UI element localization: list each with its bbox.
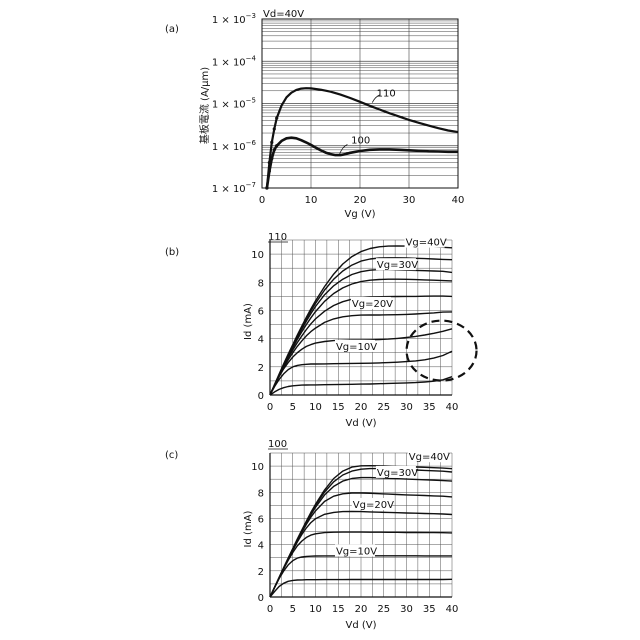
y-tick-label: 2: [258, 363, 264, 374]
chart-b: (b) 110 0 5 10 15 20 25 30 35 40 0 2 4 6 8 10 Vd (V) Id (m…: [165, 232, 477, 429]
y-tick-exponent: −3: [246, 12, 256, 20]
annotation-label: Vg=10V: [336, 546, 377, 557]
chart-a: (a)Vd=40V0102030401 × 10−71 × 10−61 × 10…: [165, 9, 464, 220]
annotation-label: Vg=40V: [409, 452, 450, 463]
x-tick-label: 35: [423, 402, 436, 413]
x-tick-label: 25: [377, 402, 390, 413]
x-tick-label: 0: [259, 195, 265, 206]
chart-c: (c) 100 0 5 10 15 20 25 30 35 40 0 2 4 6 8 10 Vd (V) Id (m…: [165, 439, 458, 631]
y-tick-label: 10: [251, 250, 264, 261]
y-tick-base: 1 × 10: [212, 57, 246, 68]
x-axis-label-b: Vd (V): [345, 418, 376, 429]
annotation-label: Vg=40V: [406, 238, 447, 249]
data-point: [273, 127, 276, 130]
y-tick-label: 6: [258, 306, 264, 317]
y-tick-exponent: −7: [246, 181, 256, 189]
x-tick-label: 35: [423, 604, 436, 615]
x-axis-label-a: Vg (V): [344, 209, 375, 220]
data-point: [273, 148, 276, 151]
x-tick-label: 20: [355, 604, 368, 615]
x-tick-label: 40: [446, 604, 459, 615]
x-tick-label: 30: [400, 604, 413, 615]
y-tick-label: 1 × 10−4: [212, 54, 257, 68]
y-tick-base: 1 × 10: [212, 184, 246, 195]
x-tick-label: 30: [403, 195, 416, 206]
y-tick-label: 4: [258, 541, 264, 552]
annotation-label: Vg=20V: [352, 299, 393, 310]
y-tick-base: 1 × 10: [212, 15, 246, 26]
y-tick-label: 0: [258, 593, 264, 604]
y-tick-label: 8: [258, 488, 264, 499]
series-label-110: 110: [377, 88, 396, 99]
y-axis-label-b: Id (mA): [243, 303, 254, 340]
data-point: [270, 157, 273, 160]
y-tick-label: 8: [258, 278, 264, 289]
y-tick-label: 1 × 10−3: [212, 12, 256, 26]
x-tick-label: 0: [267, 604, 273, 615]
y-tick-base: 1 × 10: [212, 100, 246, 111]
y-tick-base: 1 × 10: [212, 142, 246, 153]
y-tick-label: 1 × 10−5: [212, 97, 256, 111]
data-point: [268, 170, 271, 173]
y-tick-exponent: −5: [246, 97, 256, 105]
y-tick-exponent: −4: [246, 54, 257, 62]
data-point: [270, 141, 273, 144]
x-tick-label: 5: [290, 604, 296, 615]
annotation-label: Vg=20V: [353, 500, 394, 511]
x-tick-label: 30: [400, 402, 413, 413]
y-tick-label: 1 × 10−7: [212, 181, 256, 195]
series-label-100: 100: [351, 136, 370, 147]
highlight-ellipse: [407, 321, 477, 381]
y-axis-label-c: Id (mA): [243, 510, 254, 547]
x-tick-label: 15: [332, 604, 345, 615]
y-tick-exponent: −6: [246, 139, 257, 147]
panel-label-b: (b): [165, 247, 179, 258]
y-tick-label: 10: [251, 462, 264, 473]
x-tick-label: 40: [446, 402, 459, 413]
annotation-label: Vg=30V: [377, 468, 418, 479]
panel-label-c: (c): [165, 450, 178, 461]
x-tick-label: 5: [290, 402, 296, 413]
data-point: [275, 117, 278, 120]
y-axis-label-a: 基板電流 (A/μm): [198, 67, 211, 144]
x-tick-label: 0: [267, 402, 273, 413]
annotation-label: Vg=30V: [377, 260, 418, 271]
panel-label-a: (a): [165, 24, 179, 35]
x-tick-label: 40: [452, 195, 465, 206]
x-tick-label: 15: [332, 402, 345, 413]
x-tick-label: 10: [305, 195, 318, 206]
annotation-label: Vg=10V: [336, 342, 377, 353]
y-tick-label: 2: [258, 567, 264, 578]
x-tick-label: 20: [354, 195, 367, 206]
y-tick-label: 6: [258, 514, 264, 525]
chart-a-title: Vd=40V: [263, 9, 304, 20]
y-tick-label: 0: [258, 391, 264, 402]
y-tick-label: 4: [258, 335, 264, 346]
x-tick-label: 10: [309, 402, 322, 413]
x-tick-label: 20: [355, 402, 368, 413]
x-tick-label: 10: [309, 604, 322, 615]
chart-c-title: 100: [268, 439, 287, 450]
y-tick-label: 1 × 10−6: [212, 139, 257, 153]
x-tick-label: 25: [377, 604, 390, 615]
data-point: [265, 186, 268, 189]
data-point: [275, 144, 278, 147]
chart-b-title: 110: [268, 232, 287, 243]
x-axis-label-c: Vd (V): [345, 620, 376, 631]
